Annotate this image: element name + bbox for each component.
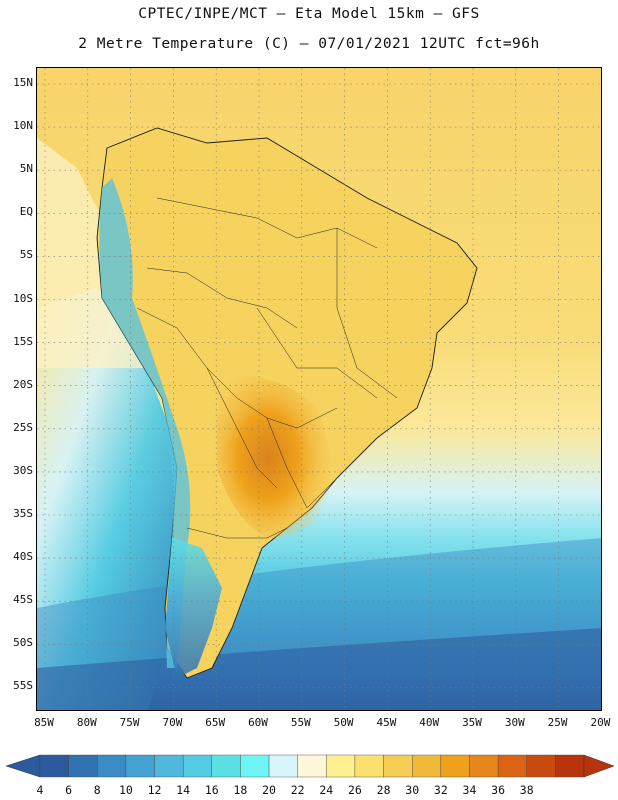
lon-label: 20W bbox=[590, 716, 611, 729]
lon-label: 45W bbox=[376, 716, 397, 729]
patagonia-cool bbox=[165, 538, 222, 678]
colorbar-level-label: 6 bbox=[65, 783, 73, 797]
colorbar-level-label: 8 bbox=[93, 783, 101, 797]
lat-label: 15S bbox=[13, 334, 33, 348]
colorbar-swatch bbox=[440, 754, 470, 778]
colorbar-swatch bbox=[354, 754, 384, 778]
colorbar-min-arrow bbox=[5, 754, 41, 778]
andes-cool-strip bbox=[99, 178, 191, 668]
colorbar-level-label: 32 bbox=[433, 783, 448, 797]
lat-label: 55S bbox=[13, 679, 33, 693]
map-panel bbox=[36, 67, 602, 711]
lon-label: 25W bbox=[547, 716, 568, 729]
colorbar-swatch bbox=[497, 754, 527, 778]
lat-label: 45S bbox=[13, 593, 33, 607]
graticule bbox=[37, 68, 601, 710]
colorbar-level-label: 22 bbox=[290, 783, 305, 797]
colorbar-swatch bbox=[383, 754, 413, 778]
colorbar-level-label: 26 bbox=[348, 783, 362, 797]
colorbar-level-label: 28 bbox=[376, 783, 391, 797]
colorbar-swatch bbox=[412, 754, 442, 778]
lat-label: 30S bbox=[13, 463, 33, 477]
colorbar-swatch bbox=[211, 754, 241, 778]
colorbar-swatch bbox=[125, 754, 155, 778]
lat-label: 10S bbox=[13, 291, 33, 305]
colorbar-level-label: 4 bbox=[36, 783, 44, 797]
colorbar-swatch bbox=[182, 754, 212, 778]
lon-label: 50W bbox=[333, 716, 354, 729]
lat-label: 5N bbox=[19, 162, 33, 176]
lat-label: 15N bbox=[13, 76, 33, 89]
colorbar-swatch bbox=[68, 754, 98, 778]
lon-label: 30W bbox=[504, 716, 525, 729]
colorbar-level-label: 14 bbox=[176, 783, 191, 797]
lon-label: 60W bbox=[248, 716, 268, 729]
lon-label: 70W bbox=[162, 716, 183, 729]
temperature-map bbox=[37, 68, 601, 710]
lon-label: 85W bbox=[34, 716, 54, 729]
colorbar-swatch bbox=[469, 754, 499, 778]
lat-label: 20S bbox=[13, 377, 33, 391]
lat-label: 50S bbox=[13, 636, 33, 650]
colorbar-swatch bbox=[268, 754, 298, 778]
pacific-cool-field bbox=[37, 288, 187, 710]
map-title: CPTEC/INPE/MCT – Eta Model 15km – GFS bbox=[138, 6, 480, 22]
colorbar-swatch bbox=[326, 754, 356, 778]
colorbar-level-label: 38 bbox=[519, 783, 534, 797]
colorbar-level-label: 20 bbox=[262, 783, 276, 797]
colorbar-level-label: 36 bbox=[491, 783, 506, 797]
colorbar-level-label: 34 bbox=[462, 783, 477, 797]
colorbar-swatch bbox=[154, 754, 184, 778]
lat-label: 10N bbox=[13, 119, 33, 133]
temperature-colorbar bbox=[5, 754, 615, 778]
lon-label: 65W bbox=[205, 716, 226, 729]
southern-ocean-coldest bbox=[37, 628, 601, 710]
lon-label: 75W bbox=[119, 716, 140, 729]
colorbar-swatch bbox=[555, 754, 585, 778]
country-borders bbox=[136, 197, 398, 539]
lat-label: EQ bbox=[19, 205, 33, 219]
colorbar-swatch bbox=[240, 754, 270, 778]
lon-label: 80W bbox=[76, 716, 97, 729]
lat-label: 40S bbox=[13, 550, 33, 564]
colorbar-max-arrow bbox=[583, 754, 615, 778]
lat-label: 35S bbox=[13, 507, 33, 520]
lon-label: 55W bbox=[290, 716, 311, 729]
lon-label: 35W bbox=[462, 716, 482, 729]
colorbar-level-label: 12 bbox=[147, 783, 162, 797]
map-subtitle: 2 Metre Temperature (C) – 07/01/2021 12U… bbox=[78, 36, 540, 52]
colorbar-swatch bbox=[526, 754, 556, 778]
colorbar-level-label: 16 bbox=[204, 783, 219, 797]
colorbar-swatch bbox=[297, 754, 327, 778]
lat-label: 25S bbox=[13, 420, 33, 434]
colorbar-level-label: 10 bbox=[118, 783, 133, 797]
colorbar-level-label: 24 bbox=[319, 783, 334, 797]
colorbar-swatch bbox=[39, 754, 69, 778]
colorbar-level-label: 18 bbox=[233, 783, 248, 797]
colorbar-level-label: 30 bbox=[405, 783, 420, 797]
lon-label: 40W bbox=[419, 716, 440, 729]
lat-label: 5S bbox=[19, 248, 33, 262]
colorbar-swatch bbox=[97, 754, 127, 778]
